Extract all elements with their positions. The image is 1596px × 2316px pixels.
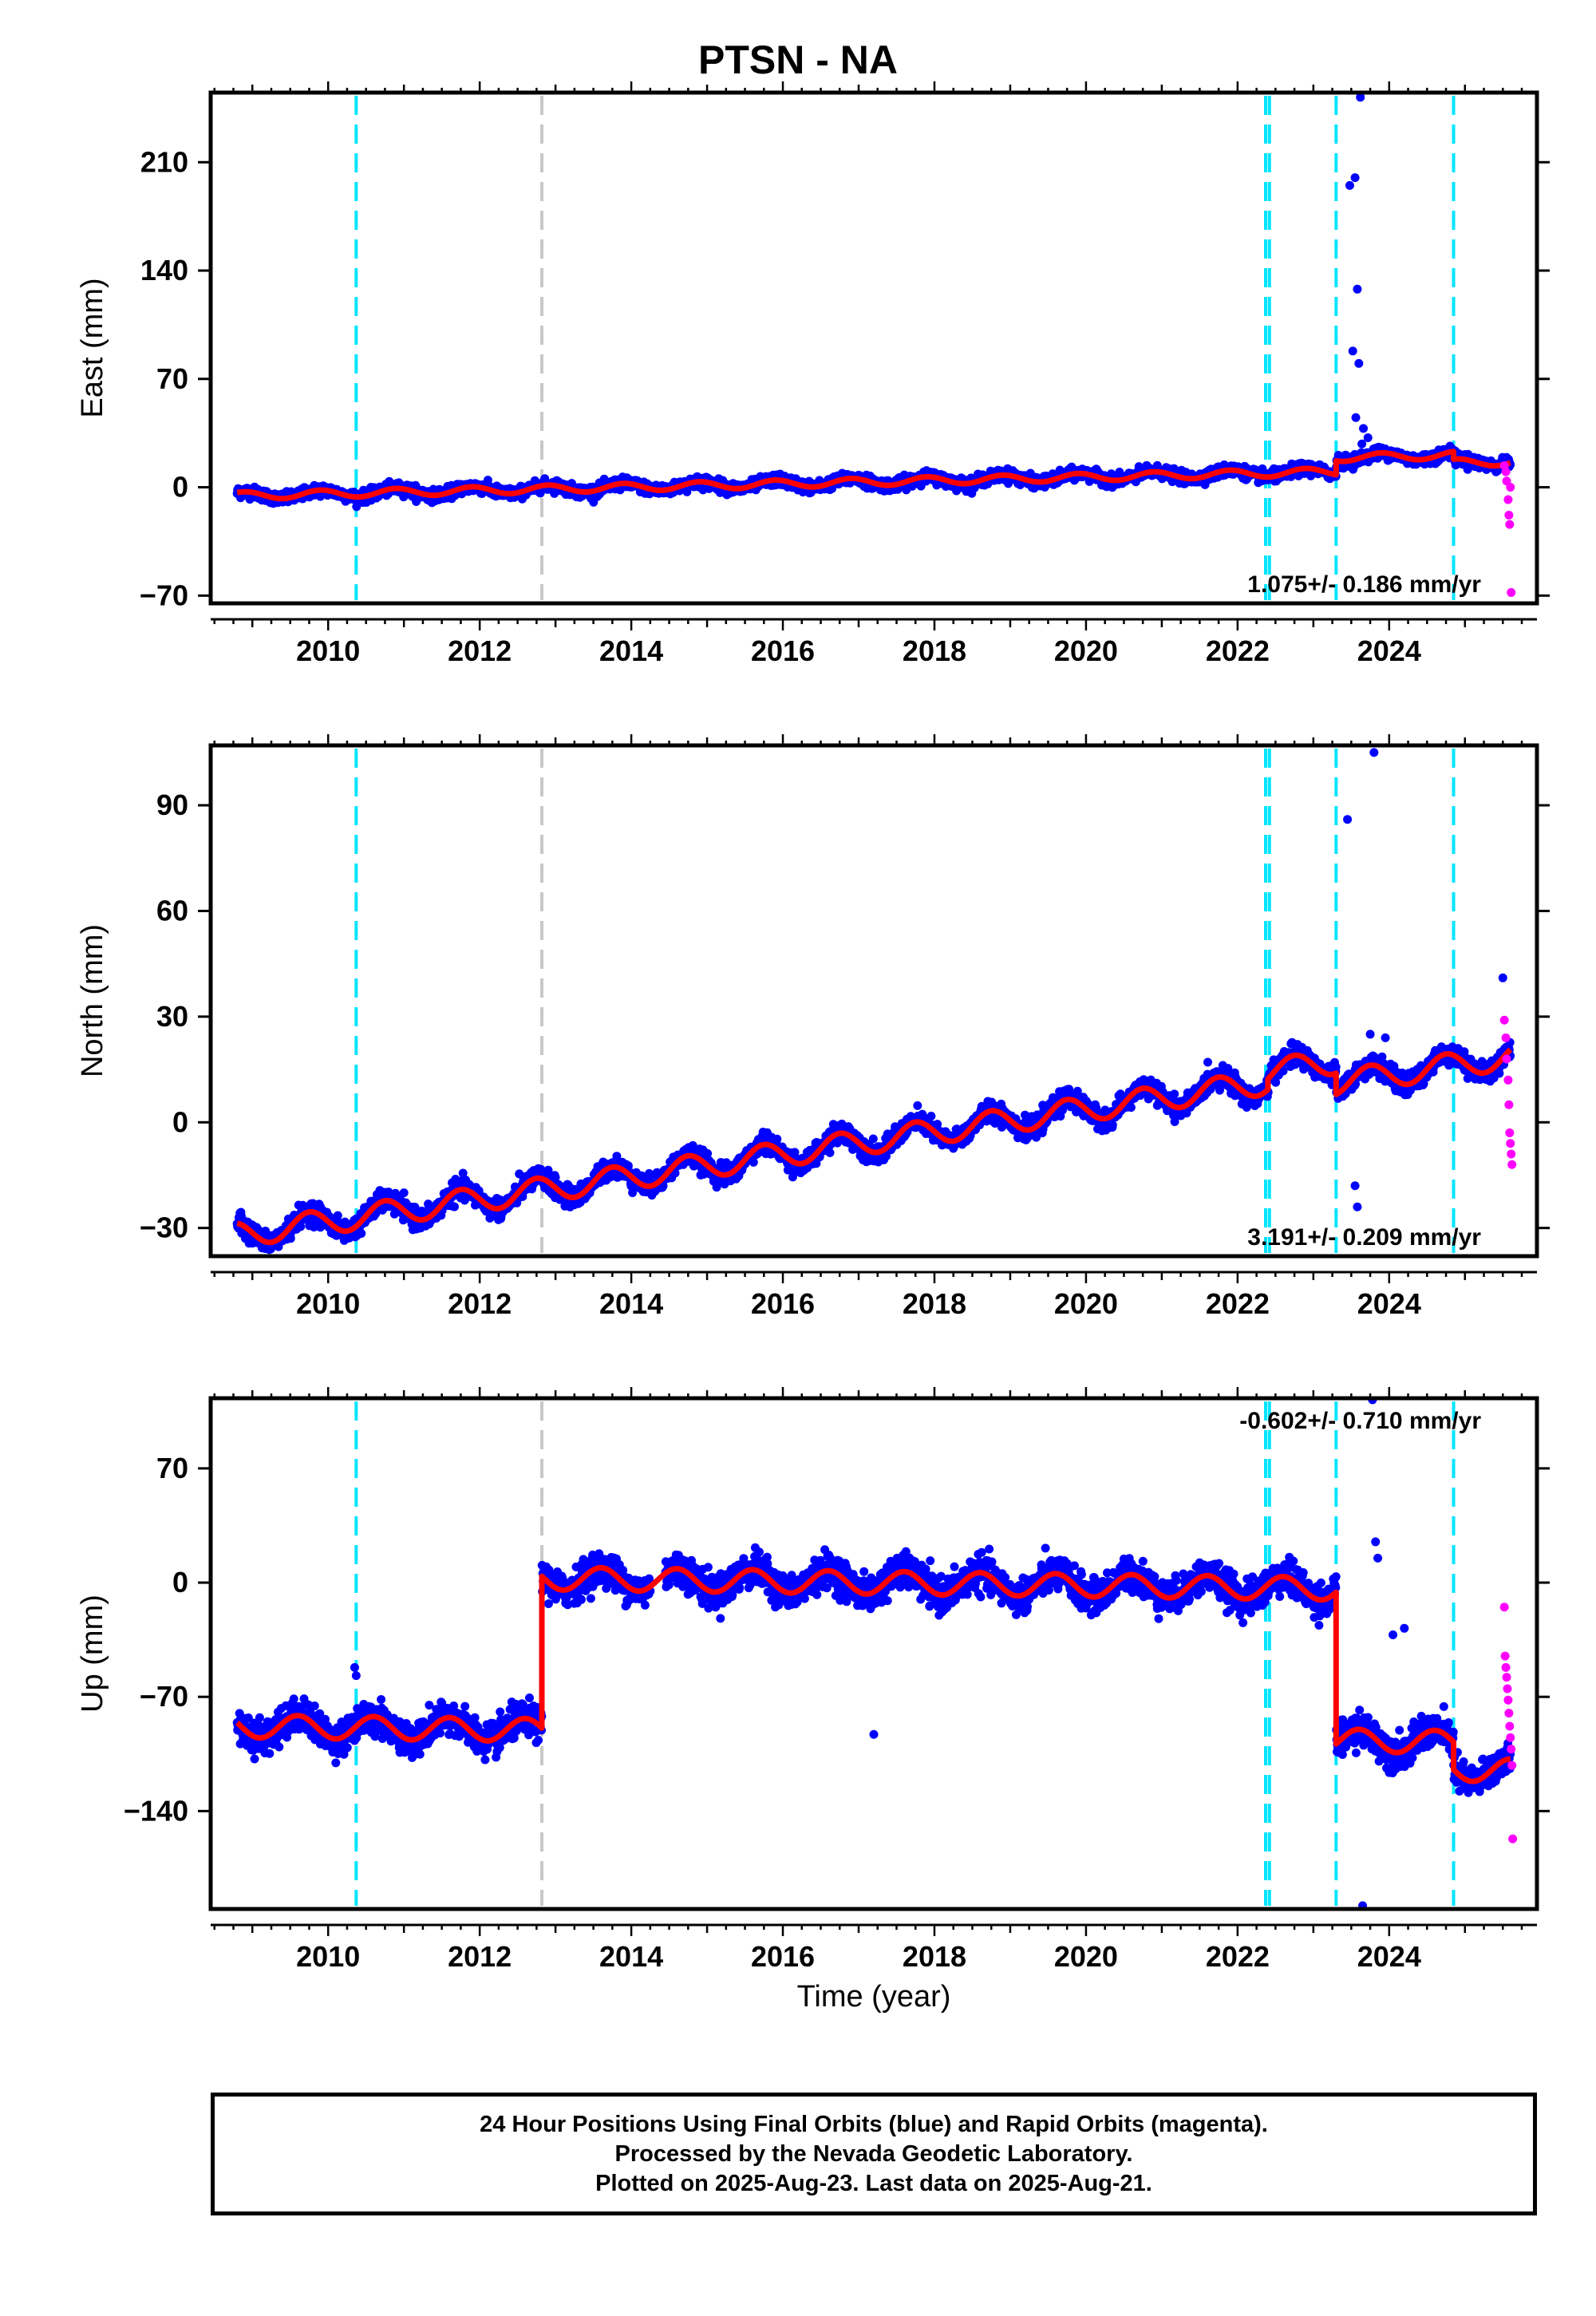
y-axis-label: East (mm) (76, 278, 109, 417)
final-orbit-outlier (1354, 358, 1364, 368)
y-tick-label: 70 (156, 362, 188, 395)
final-orbit-outlier (1357, 439, 1367, 449)
final-orbit-point (399, 1188, 409, 1198)
x-tick-label: 2024 (1357, 634, 1421, 667)
rapid-orbit-points (1499, 460, 1516, 597)
final-orbit-point (357, 1229, 366, 1238)
panel-frame (208, 90, 1539, 606)
x-tick-label: 2014 (599, 634, 663, 667)
rapid-orbit-point (1505, 520, 1515, 529)
rate-annotation: 1.075+/- 0.186 mm/yr (1247, 571, 1481, 598)
final-orbit-point (333, 1211, 342, 1220)
panel-east: −70 0 70 140 210 East (mm) 2010 2012 2014 2016 201… (76, 81, 1550, 667)
final-orbit-outlier (1351, 413, 1361, 422)
rapid-orbit-point (1501, 467, 1511, 476)
event-lines (354, 96, 1456, 600)
final-orbit-points (232, 93, 1515, 512)
final-orbit-outlier (1348, 346, 1357, 356)
y-tick-label: 140 (140, 254, 188, 287)
final-orbit-point (450, 1202, 459, 1211)
final-orbit-outlier (1345, 180, 1354, 190)
final-orbit-point (286, 1234, 295, 1243)
x-tick-label: 2016 (751, 634, 815, 667)
final-orbit-points (232, 748, 1515, 1255)
rapid-orbit-point (1507, 587, 1516, 597)
x-tick-label: 2018 (903, 634, 966, 667)
final-orbit-outlier (1359, 424, 1369, 433)
rapid-orbit-point (1504, 510, 1514, 520)
rapid-orbit-point (1503, 495, 1513, 504)
y-tick-label: 0 (172, 471, 188, 504)
y-axis: −70 0 70 140 210 East (mm) (76, 145, 1550, 611)
y-tick-label: −70 (140, 579, 188, 611)
x-tick-label: 2022 (1206, 634, 1270, 667)
final-orbit-outlier (1353, 284, 1362, 294)
x-tick-label: 2020 (1054, 634, 1118, 667)
rapid-orbit-point (1506, 483, 1515, 492)
final-orbit-outlier (1350, 173, 1360, 183)
x-tick-label: 2010 (296, 634, 360, 667)
y-tick-label: 210 (140, 145, 188, 178)
x-tick-label: 2012 (448, 634, 512, 667)
